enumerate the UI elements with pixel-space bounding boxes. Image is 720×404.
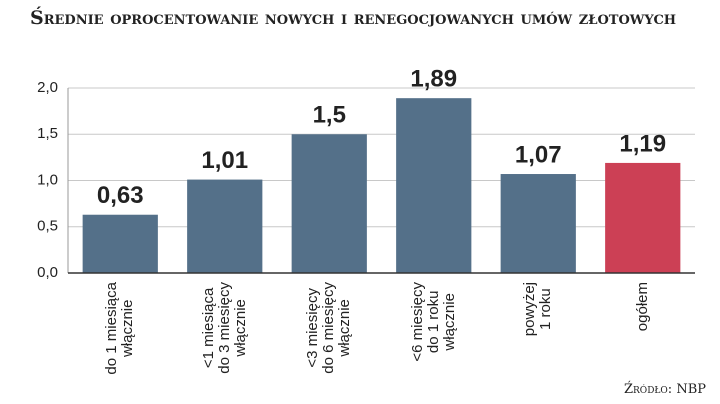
y-tick-label: 1,0 xyxy=(37,171,58,188)
x-tick-label: do 1 miesiąca włącznie xyxy=(103,282,137,375)
bar xyxy=(291,134,367,273)
value-label: 1,07 xyxy=(515,141,562,168)
x-tick-label: <1 miesiąca do 3 miesięcy włącznie xyxy=(199,282,249,374)
bar xyxy=(82,214,158,273)
bar xyxy=(500,174,576,273)
y-tick-label: 1,5 xyxy=(37,125,58,142)
y-tick-label: 0,0 xyxy=(37,264,58,281)
bar xyxy=(187,179,263,273)
source: Źródło: NBP xyxy=(624,382,706,397)
chart-title: Średnie oprocentowanie nowych i renegocj… xyxy=(30,7,677,29)
x-tick-label: <6 miesięcy do 1 roku włącznie xyxy=(408,282,458,362)
value-label: 1,5 xyxy=(313,102,346,129)
x-tick-label: ogółem xyxy=(633,282,651,332)
bar xyxy=(605,162,681,273)
bar xyxy=(396,98,472,273)
value-label: 1,19 xyxy=(619,130,666,157)
x-tick-label: powyżej 1 roku xyxy=(521,282,555,337)
value-label: 1,01 xyxy=(201,147,248,174)
value-label: 1,89 xyxy=(410,66,457,93)
y-tick-label: 0,5 xyxy=(37,218,58,235)
y-tick-label: 2,0 xyxy=(37,79,58,96)
value-label: 0,63 xyxy=(97,182,144,209)
x-tick-label: <3 miesięcy do 6 miesięcy włącznie xyxy=(304,282,354,374)
